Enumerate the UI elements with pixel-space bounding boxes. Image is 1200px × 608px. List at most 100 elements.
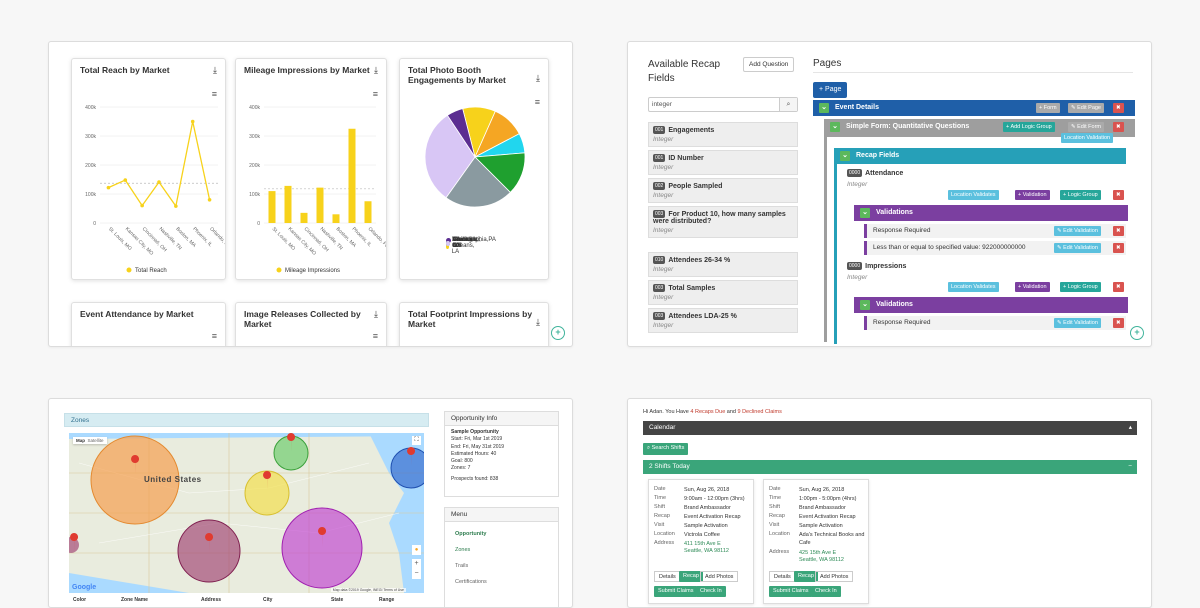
delete-icon[interactable]: ✖	[1113, 190, 1124, 200]
recap-field-item[interactable]: 001 Engagements Integer	[648, 122, 798, 147]
recaps-due-link[interactable]: 4 Recaps Due	[690, 409, 726, 415]
address-city-link[interactable]: Seattle, WA 98112	[799, 557, 844, 563]
add-photos-button[interactable]: Add Photos	[815, 571, 854, 582]
column-header[interactable]: Zone Name	[121, 597, 148, 603]
check-in-button[interactable]: Check In	[811, 586, 841, 597]
chart-card-image-releases: Image Releases Collected by Market ⤓ ≡	[235, 302, 387, 346]
chevron-down-icon[interactable]: ⌄	[840, 151, 850, 161]
delete-icon[interactable]: ✖	[1113, 318, 1124, 328]
map-type-control[interactable]: Map Satellite	[73, 437, 107, 444]
validation-button[interactable]: + Validation	[1015, 282, 1050, 292]
menu-item[interactable]: Certifications	[455, 579, 487, 585]
field-type: Integer	[653, 192, 674, 199]
delete-icon[interactable]: ✖	[1113, 122, 1124, 132]
hamburger-icon[interactable]: ≡	[534, 97, 540, 107]
column-header[interactable]: City	[263, 597, 273, 603]
details-button[interactable]: Details	[654, 571, 681, 582]
form-button[interactable]: + Form	[1036, 103, 1060, 113]
hamburger-icon[interactable]: ≡	[211, 331, 217, 341]
column-header[interactable]: Color	[73, 597, 87, 603]
legend-item[interactable]: Philadelphia,PA	[446, 237, 496, 243]
address-city-link[interactable]: Seattle, WA 98112	[684, 548, 729, 554]
edit-validation-button[interactable]: ✎ Edit Validation	[1054, 243, 1101, 253]
map-tab[interactable]: Map	[76, 438, 85, 443]
recap-field-item[interactable]: 003 For Product 10, how many samples were…	[648, 206, 798, 238]
add-photos-button[interactable]: Add Photos	[700, 571, 739, 582]
delete-icon[interactable]: ✖	[1113, 243, 1124, 253]
simple-form-bar[interactable]: ⌄ Simple Form: Quantitative Questions	[824, 119, 1135, 137]
delete-icon[interactable]: ✖	[1113, 226, 1124, 236]
expand-icon[interactable]: ▴	[1128, 424, 1132, 431]
download-icon[interactable]: ⤓	[536, 317, 540, 327]
menu-item[interactable]: Trails	[455, 563, 469, 569]
validation-button[interactable]: + Validation	[1015, 190, 1050, 200]
fullscreen-icon[interactable]: ⛶	[412, 436, 421, 445]
satellite-tab[interactable]: Satellite	[87, 438, 104, 443]
column-header[interactable]: Address	[201, 597, 222, 603]
hamburger-icon[interactable]: ≡	[372, 89, 378, 99]
validations-bar[interactable]: ⌄ Validations	[854, 205, 1128, 221]
add-question-button[interactable]: Add Question	[743, 57, 795, 72]
hamburger-icon[interactable]: ≡	[372, 331, 378, 341]
search-shifts-button[interactable]: ⌕ Search Shifts	[643, 443, 689, 455]
recap-field-item[interactable]: 001 ID Number Integer	[648, 150, 798, 175]
submit-claims-button[interactable]: Submit Claims	[769, 586, 813, 597]
chevron-down-icon[interactable]: ⌄	[860, 208, 870, 218]
download-icon[interactable]: ⤓	[213, 65, 217, 75]
calendar-label: Calendar	[649, 424, 676, 431]
submit-claims-button[interactable]: Submit Claims	[654, 586, 698, 597]
collapse-icon[interactable]: −	[1128, 463, 1132, 470]
validations-bar[interactable]: ⌄ Validations	[854, 297, 1128, 313]
legend-item[interactable]: New Orleans, LA	[446, 237, 477, 255]
chart-card-footprint: Total Footprint Impressions by Market ⤓	[399, 302, 549, 346]
hamburger-icon[interactable]: ≡	[211, 89, 217, 99]
edit-validation-button[interactable]: ✎ Edit Validation	[1054, 226, 1101, 236]
column-header[interactable]: Range	[379, 597, 395, 603]
zoom-in-icon[interactable]: +	[551, 326, 565, 340]
menu-item[interactable]: Zones	[455, 547, 471, 553]
address-link[interactable]: 411 15th Ave E	[684, 541, 721, 547]
add-logic-group-button[interactable]: + Add Logic Group	[1003, 122, 1055, 132]
zoom-in-icon[interactable]: +	[1130, 326, 1144, 340]
download-icon[interactable]: ⤓	[536, 73, 540, 83]
search-icon[interactable]: ⌕	[779, 98, 797, 111]
logic-group-button[interactable]: + Logic Group	[1060, 190, 1101, 200]
recap-field-item[interactable]: 002 People Sampled Integer	[648, 178, 798, 203]
recap-button[interactable]: Recap	[679, 571, 703, 582]
declined-claims-link[interactable]: 9 Declined Claims	[737, 409, 782, 415]
delete-icon[interactable]: ✖	[1113, 103, 1124, 113]
chevron-down-icon[interactable]: ⌄	[819, 103, 829, 113]
check-in-button[interactable]: Check In	[696, 586, 726, 597]
recap-field-item[interactable]: 010 Attendees 26-34 % Integer	[648, 252, 798, 277]
location-validates-button[interactable]: Location Validates	[948, 282, 999, 292]
chart-card-total-reach: Total Reach by Market ⤓ ≡ 400k 300k 200k 10…	[71, 58, 226, 280]
edit-form-button[interactable]: ✎ Edit Form	[1068, 122, 1104, 132]
delete-icon[interactable]: ✖	[1113, 282, 1124, 292]
recap-fields-bar[interactable]: ⌄ Recap Fields	[834, 148, 1126, 164]
edit-validation-button[interactable]: ✎ Edit Validation	[1054, 318, 1101, 328]
recap-button[interactable]: Recap	[794, 571, 818, 582]
calendar-bar[interactable]: Calendar ▴	[643, 421, 1137, 435]
add-page-button[interactable]: + Page	[813, 82, 848, 98]
zoom-control[interactable]: + −	[412, 559, 421, 579]
menu-item[interactable]: Opportunity	[455, 531, 487, 537]
column-header[interactable]: State	[331, 597, 344, 603]
pegman-icon[interactable]: ●	[412, 545, 421, 555]
shifts-today-bar[interactable]: 2 Shifts Today −	[643, 460, 1137, 474]
map-canvas[interactable]: Map Satellite ⛶ United States ● + − Googl…	[69, 433, 424, 593]
shift-key: Address	[769, 549, 790, 555]
field-search-input[interactable]: integer ⌕	[648, 97, 798, 112]
address-link[interactable]: 425 15th Ave E	[799, 550, 837, 556]
legend-item[interactable]: Atlanta, GA	[446, 237, 474, 249]
chevron-down-icon[interactable]: ⌄	[860, 300, 870, 310]
recap-field-item[interactable]: 003 Attendees LDA-25 % Integer	[648, 308, 798, 333]
logic-group-button[interactable]: + Logic Group	[1060, 282, 1101, 292]
location-validation-button[interactable]: Location Validation	[1061, 133, 1114, 143]
details-button[interactable]: Details	[769, 571, 796, 582]
location-validates-button[interactable]: Location Validates	[948, 190, 999, 200]
edit-page-button[interactable]: ✎ Edit Page	[1068, 103, 1104, 113]
download-icon[interactable]: ⤓	[374, 309, 378, 319]
chevron-down-icon[interactable]: ⌄	[830, 122, 840, 132]
download-icon[interactable]: ⤓	[374, 65, 378, 75]
recap-field-item[interactable]: 003 Total Samples Integer	[648, 280, 798, 305]
